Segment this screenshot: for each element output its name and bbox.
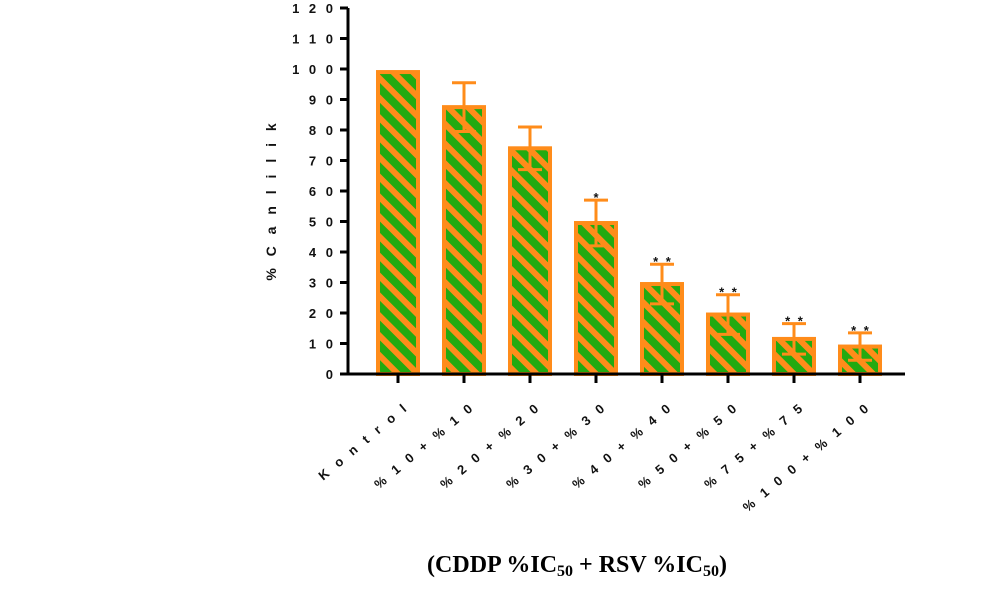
x-tick-label: % 1 0 0 + % 1 0 0 bbox=[740, 399, 874, 515]
significance-marker: * * bbox=[653, 254, 673, 269]
y-tick-label: 0 bbox=[326, 367, 336, 382]
y-tick-label: 3 0 bbox=[309, 276, 336, 291]
y-axis-label: % C a n l i l i k bbox=[263, 119, 279, 280]
significance-marker: * * bbox=[851, 323, 871, 338]
y-tick-label: 2 0 bbox=[309, 306, 336, 321]
x-axis: K o n t r o l% 1 0 + % 1 0% 2 0 + % 2 0%… bbox=[315, 372, 905, 515]
y-tick-label: 1 0 0 bbox=[292, 62, 336, 77]
bar bbox=[574, 221, 618, 376]
bar bbox=[376, 70, 420, 377]
y-axis: 0 1 0 2 0 3 0 4 0 5 0 6 0 7 0 8 0 9 0 1 0 0 1 1 0 1 … bbox=[292, 1, 350, 382]
significance-marker: * bbox=[593, 190, 600, 205]
y-tick-label: 9 0 bbox=[309, 93, 336, 108]
y-tick-label: 1 1 0 bbox=[292, 32, 336, 47]
y-tick-label: 8 0 bbox=[309, 123, 336, 138]
y-tick-label: 5 0 bbox=[309, 215, 336, 230]
bar bbox=[442, 105, 486, 376]
y-tick-label: 1 0 bbox=[309, 337, 336, 352]
bar bbox=[772, 336, 816, 376]
x-axis-title: (CDDP %IC50 + RSV %IC50) bbox=[427, 552, 727, 580]
y-tick-label: 7 0 bbox=[309, 154, 336, 169]
bars: * * * * * * * * * bbox=[376, 70, 882, 377]
bar bbox=[508, 146, 552, 376]
significance-marker: * * bbox=[785, 314, 805, 329]
y-tick-label: 6 0 bbox=[309, 184, 336, 199]
y-tick-label: 1 2 0 bbox=[292, 1, 336, 16]
significance-marker: * * bbox=[719, 285, 739, 300]
y-tick-label: 4 0 bbox=[309, 245, 336, 260]
